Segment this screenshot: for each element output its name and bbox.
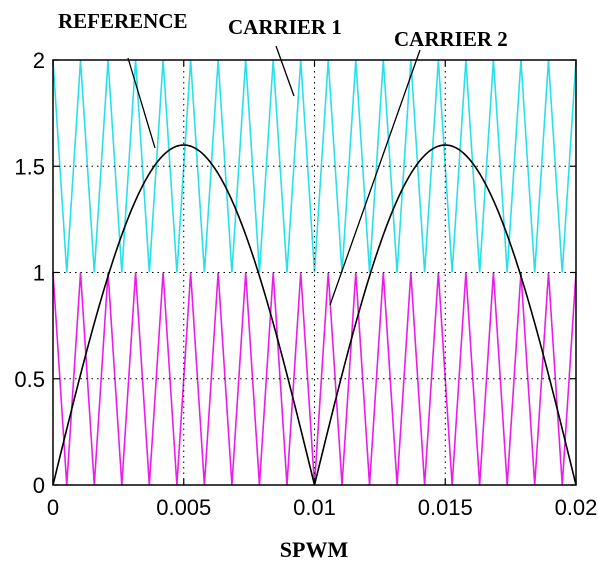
x-tick-label: 0.02 xyxy=(555,495,598,520)
x-tick-label: 0.005 xyxy=(156,495,211,520)
reference-pointer-line xyxy=(127,57,156,149)
y-tick-label: 1 xyxy=(33,261,45,286)
carrier1-annotation: CARRIER 1 xyxy=(228,15,342,39)
x-tick-label: 0 xyxy=(47,495,59,520)
y-tick-label: 0.5 xyxy=(14,367,45,392)
x-axis-label: SPWM xyxy=(280,537,349,562)
y-tick-label: 1.5 xyxy=(14,154,45,179)
tick-layer: 0 0.005 0.01 0.015 0.02 0 0.5 1 1.5 2 xyxy=(14,48,597,520)
y-tick-label: 2 xyxy=(33,48,45,73)
grid-layer xyxy=(53,60,576,485)
reference-annotation: REFERENCE xyxy=(58,9,188,33)
carrier2-pointer-line xyxy=(329,49,421,306)
x-tick-label: 0.01 xyxy=(293,495,336,520)
y-tick-label: 0 xyxy=(33,473,45,498)
carrier-1-series xyxy=(52,59,577,273)
x-tick-label: 0.015 xyxy=(418,495,473,520)
carrier2-annotation: CARRIER 2 xyxy=(394,27,508,51)
carrier1-pointer-line xyxy=(275,45,295,97)
